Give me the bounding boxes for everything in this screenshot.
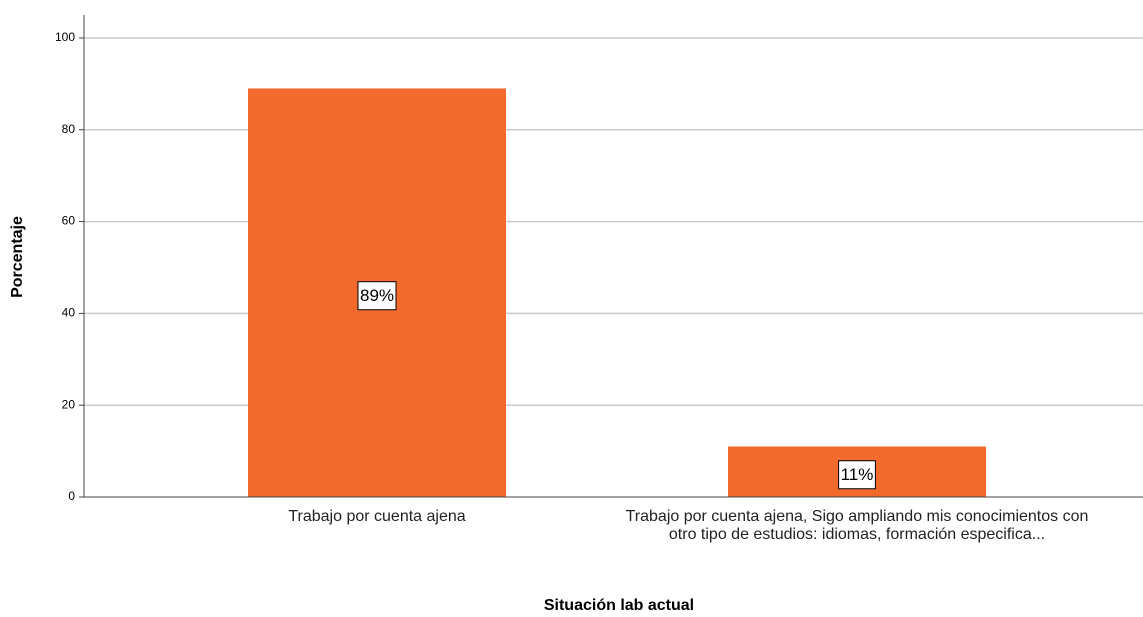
x-tick-label: Trabajo por cuenta ajena <box>288 508 466 525</box>
y-tick-label: 0 <box>68 489 75 503</box>
x-tick-label: Trabajo por cuenta ajena, Sigo ampliando… <box>625 508 1089 543</box>
x-axis-label: Situación lab actual <box>544 597 694 614</box>
data-label-box <box>357 281 397 311</box>
y-tick-label: 100 <box>55 30 75 44</box>
y-tick-label: 20 <box>62 397 76 411</box>
data-label-box <box>838 460 876 490</box>
y-tick-label: 60 <box>62 214 76 228</box>
y-tick-label: 80 <box>62 122 76 136</box>
data-label: 89% <box>360 286 394 305</box>
data-label: 11% <box>841 465 874 484</box>
y-axis-label: Porcentaje <box>9 216 26 298</box>
y-tick-label: 40 <box>62 306 76 320</box>
